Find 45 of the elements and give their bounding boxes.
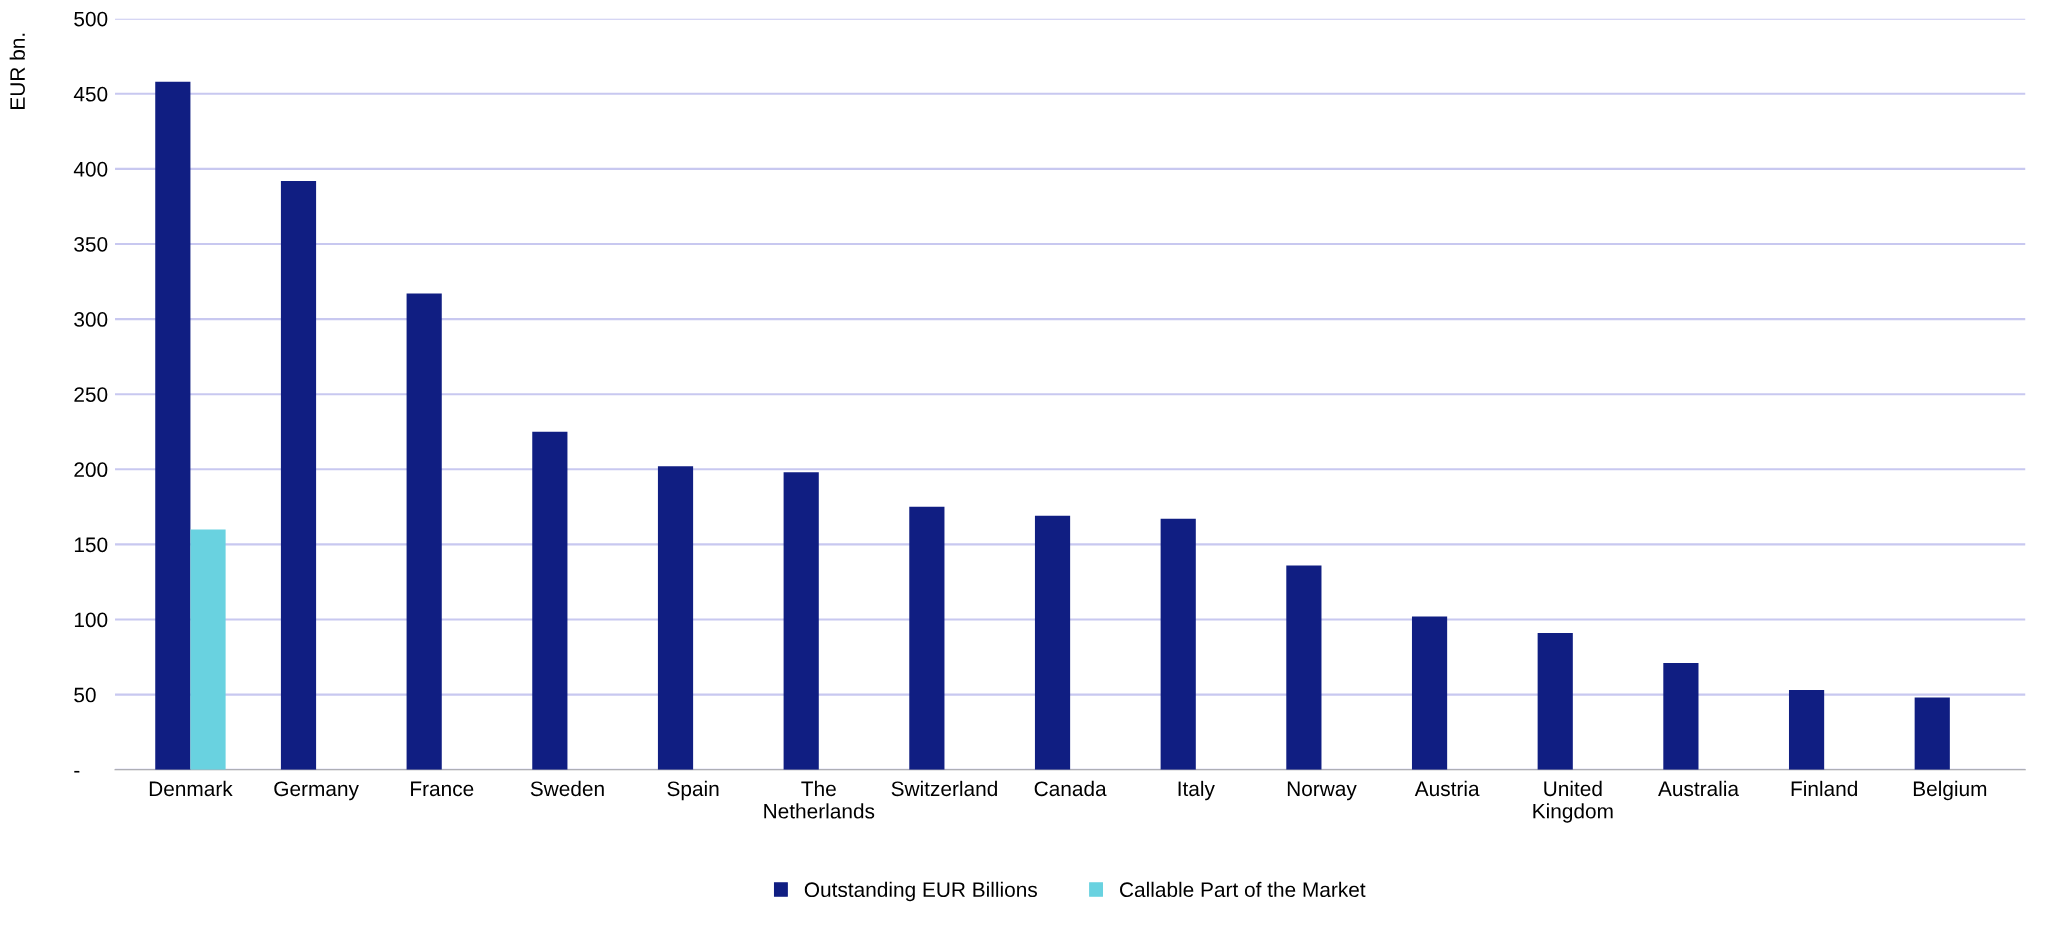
x-tick-label: Sweden bbox=[530, 780, 604, 797]
bar bbox=[657, 466, 694, 770]
y-tick-label: 200 bbox=[74, 462, 108, 478]
x-tick-label: The Netherlands bbox=[764, 780, 875, 819]
y-tick-label: 100 bbox=[74, 612, 108, 628]
bar bbox=[155, 81, 191, 770]
bar bbox=[1286, 565, 1322, 770]
legend-label: Callable Part of the Market bbox=[1120, 881, 1366, 898]
y-tick-label: 450 bbox=[73, 86, 108, 102]
x-tick-label: France bbox=[411, 781, 474, 797]
bar bbox=[1788, 690, 1825, 770]
x-tick-label: Belgium bbox=[1913, 780, 1987, 801]
y-axis-title: EUR bn. bbox=[9, 33, 25, 109]
bar bbox=[190, 529, 226, 770]
x-tick-label: Norway bbox=[1287, 781, 1357, 801]
bar bbox=[1914, 697, 1950, 770]
bar bbox=[280, 180, 317, 770]
x-tick-label: Spain bbox=[667, 780, 719, 801]
y-tick-label: - bbox=[74, 770, 80, 773]
y-tick-label: 300 bbox=[74, 312, 108, 327]
bar bbox=[783, 472, 819, 770]
x-tick-label: Canada bbox=[1034, 780, 1107, 797]
bar bbox=[1411, 616, 1448, 770]
bar bbox=[406, 293, 442, 770]
bar bbox=[1537, 633, 1573, 770]
x-tick-label: United Kingdom bbox=[1533, 780, 1613, 823]
y-tick-label: 400 bbox=[73, 161, 108, 177]
x-tick-label: Italy bbox=[1178, 780, 1215, 801]
y-tick-label: 50 bbox=[74, 687, 96, 703]
y-tick-label: 150 bbox=[74, 537, 108, 553]
bar bbox=[909, 506, 945, 770]
bar bbox=[1663, 663, 1699, 770]
x-tick-label: Denmark bbox=[149, 780, 233, 797]
legend-label: Outstanding EUR Billions bbox=[804, 881, 1037, 902]
y-tick-label: 250 bbox=[74, 387, 108, 402]
bar bbox=[532, 431, 568, 770]
x-tick-label: Australia bbox=[1658, 780, 1740, 797]
bar bbox=[1034, 515, 1071, 770]
x-tick-label: Germany bbox=[274, 781, 359, 801]
bar bbox=[1160, 518, 1196, 770]
y-tick-label: 500 bbox=[74, 11, 108, 27]
y-tick-label: 350 bbox=[74, 236, 108, 252]
x-tick-label: Austria bbox=[1414, 780, 1480, 797]
x-tick-label: Switzerland bbox=[891, 780, 997, 797]
x-tick-label: Finland bbox=[1791, 780, 1857, 797]
